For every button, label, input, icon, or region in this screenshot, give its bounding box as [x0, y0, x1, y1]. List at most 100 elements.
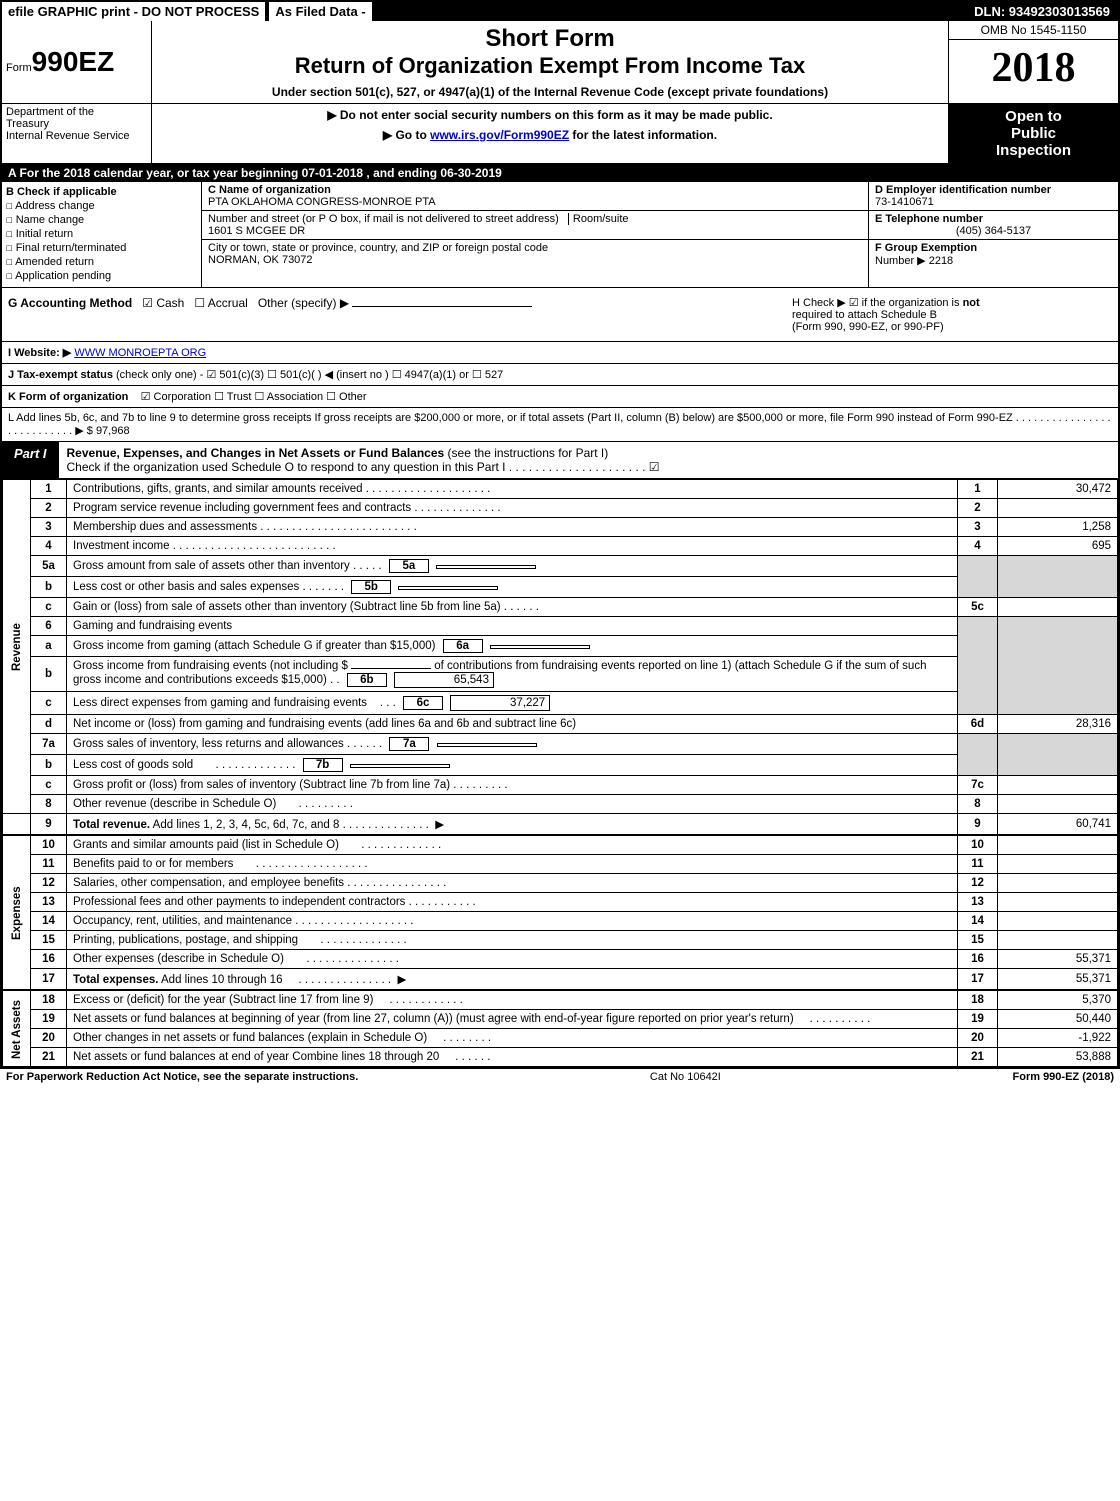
chk-initial-return[interactable]: ☐ Initial return [6, 227, 197, 240]
netassets-table: Net Assets 18 Excess or (deficit) for th… [2, 990, 1118, 1067]
room-label: Room/suite [568, 213, 629, 225]
line-5a: 5a Gross amount from sale of assets othe… [3, 556, 1118, 577]
line-6b: b Gross income from fundraising events (… [3, 657, 1118, 692]
l21-num: 21 [31, 1048, 67, 1067]
short-form-title: Short Form [160, 25, 940, 53]
l5c-num: c [31, 598, 67, 617]
l7a-desc: Gross sales of inventory, less returns a… [67, 734, 958, 755]
l17-box: 17 [958, 969, 998, 990]
chk-name-change[interactable]: ☐ Name change [6, 213, 197, 226]
l17-amt: 55,371 [998, 969, 1118, 990]
top-bar: efile GRAPHIC print - DO NOT PROCESS As … [2, 2, 1118, 21]
l12-desc: Salaries, other compensation, and employ… [67, 874, 958, 893]
l6b-innerbox: 6b [347, 673, 387, 687]
l5-shaded-amt [998, 556, 1118, 598]
l-text: L Add lines 5b, 6c, and 7b to line 9 to … [8, 412, 1111, 437]
l17-desc: Total expenses. Add lines 10 through 16 … [67, 969, 958, 990]
l21-amt: 53,888 [998, 1048, 1118, 1067]
l7a-inneramt [437, 743, 537, 747]
side-netassets: Net Assets [3, 991, 31, 1067]
l6d-amt: 28,316 [998, 715, 1118, 734]
l16-desc: Other expenses (describe in Schedule O) … [67, 950, 958, 969]
header-center: Short Form Return of Organization Exempt… [152, 21, 948, 103]
line-14: 14 Occupancy, rent, utilities, and maint… [3, 912, 1118, 931]
l7c-amt [998, 776, 1118, 795]
l6a-num: a [31, 636, 67, 657]
line-21: 21 Net assets or fund balances at end of… [3, 1048, 1118, 1067]
info-grid: B Check if applicable ☐ Address change ☐… [2, 182, 1118, 288]
row-i: I Website: ▶ WWW MONROEPTA ORG [2, 342, 1118, 364]
j-label: J Tax-exempt status [8, 369, 113, 381]
l12-amt [998, 874, 1118, 893]
l8-box: 8 [958, 795, 998, 814]
website-link[interactable]: WWW MONROEPTA ORG [74, 347, 206, 359]
h-text2: required to attach Schedule B [792, 309, 937, 321]
l9-box: 9 [958, 814, 998, 835]
row-a: A For the 2018 calendar year, or tax yea… [2, 164, 1118, 182]
l21-desc: Net assets or fund balances at end of ye… [67, 1048, 958, 1067]
line-7a: 7a Gross sales of inventory, less return… [3, 734, 1118, 755]
l1-num: 1 [31, 480, 67, 499]
header-row: Form990EZ Short Form Return of Organizat… [2, 21, 1118, 104]
chk-final-return[interactable]: ☐ Final return/terminated [6, 241, 197, 254]
l10-box: 10 [958, 836, 998, 855]
l2-amt [998, 499, 1118, 518]
addr-label: Number and street (or P O box, if mail i… [208, 213, 559, 225]
e-label: E Telephone number [875, 213, 1112, 225]
l5-shaded [958, 556, 998, 598]
l11-num: 11 [31, 855, 67, 874]
l6b-inneramt: 65,543 [394, 672, 494, 688]
public: Public [953, 125, 1114, 142]
l5c-box: 5c [958, 598, 998, 617]
footer-left: For Paperwork Reduction Act Notice, see … [6, 1071, 358, 1083]
line-1: Revenue 1 Contributions, gifts, grants, … [3, 480, 1118, 499]
g-cash[interactable]: ☑ Cash [142, 296, 184, 310]
l15-amt [998, 931, 1118, 950]
chk-address-change[interactable]: ☐ Address change [6, 199, 197, 212]
chk-application-pending[interactable]: ☐ Application pending [6, 269, 197, 282]
h-text1: H Check ▶ ☑ if the organization is [792, 297, 963, 309]
expenses-table: Expenses 10 Grants and similar amounts p… [2, 835, 1118, 990]
l3-amt: 1,258 [998, 518, 1118, 537]
line-18: Net Assets 18 Excess or (deficit) for th… [3, 991, 1118, 1010]
l4-desc: Investment income . . . . . . . . . . . … [67, 537, 958, 556]
k-label: K Form of organization [8, 391, 128, 403]
l20-box: 20 [958, 1029, 998, 1048]
row-a-begin: 07-01-2018 [302, 166, 363, 180]
part1-title: Revenue, Expenses, and Changes in Net As… [67, 446, 445, 460]
g-accrual[interactable]: ☐ Accrual [194, 296, 247, 310]
part1-title-wrap: Revenue, Expenses, and Changes in Net As… [59, 442, 1118, 478]
l-value: 97,968 [96, 425, 130, 437]
g-label: G Accounting Method [8, 296, 132, 310]
l5c-amt [998, 598, 1118, 617]
g-other-line[interactable] [352, 306, 532, 307]
irs-link[interactable]: www.irs.gov/Form990EZ [430, 128, 569, 142]
l1-desc: Contributions, gifts, grants, and simila… [67, 480, 958, 499]
l10-num: 10 [31, 836, 67, 855]
col-b: B Check if applicable ☐ Address change ☐… [2, 182, 202, 287]
col-c: C Name of organization PTA OKLAHOMA CONG… [202, 182, 868, 287]
chk-application-pending-label: Application pending [15, 270, 111, 282]
l7b-num: b [31, 755, 67, 776]
form-prefix: Form [6, 62, 32, 74]
g-other[interactable]: Other (specify) ▶ [258, 296, 349, 310]
l1-box: 1 [958, 480, 998, 499]
chk-amended-return[interactable]: ☐ Amended return [6, 255, 197, 268]
l6a-desc: Gross income from gaming (attach Schedul… [67, 636, 958, 657]
line-4: 4 Investment income . . . . . . . . . . … [3, 537, 1118, 556]
l19-amt: 50,440 [998, 1010, 1118, 1029]
l6d-box: 6d [958, 715, 998, 734]
row-a-pre: A For the 2018 calendar year, or tax yea… [8, 166, 302, 180]
f-number-label: Number ▶ [875, 255, 926, 267]
row-h: H Check ▶ ☑ if the organization is not r… [792, 296, 1112, 333]
l6a-inneramt [490, 645, 590, 649]
footer-right: Form 990-EZ (2018) [1013, 1071, 1115, 1083]
city-cell: City or town, state or province, country… [202, 240, 868, 268]
f-label: F Group Exemption [875, 242, 977, 254]
revenue-table: Revenue 1 Contributions, gifts, grants, … [2, 479, 1118, 835]
l8-num: 8 [31, 795, 67, 814]
l5a-num: 5a [31, 556, 67, 577]
line-12: 12 Salaries, other compensation, and emp… [3, 874, 1118, 893]
line-6a: a Gross income from gaming (attach Sched… [3, 636, 1118, 657]
ein-value: 73-1410671 [875, 196, 1112, 208]
